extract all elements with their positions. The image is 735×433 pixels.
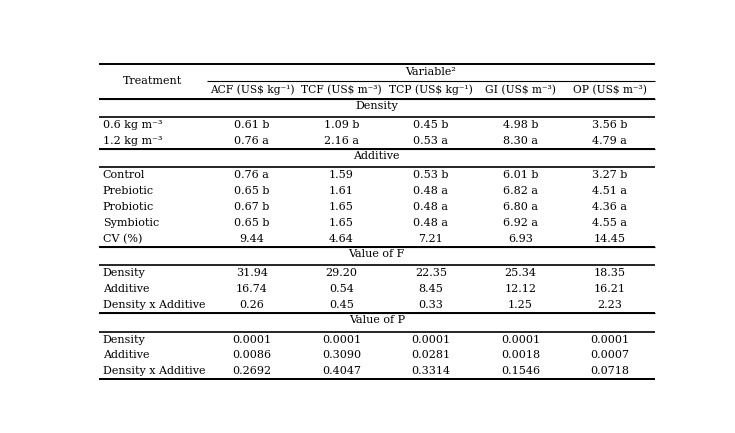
Text: 6.93: 6.93 [508,234,533,244]
Text: GI (US$ m⁻³): GI (US$ m⁻³) [485,85,556,95]
Text: 0.54: 0.54 [329,284,354,294]
Text: 0.33: 0.33 [418,300,443,310]
Text: 16.21: 16.21 [594,284,626,294]
Text: Probiotic: Probiotic [103,202,154,212]
Text: 1.65: 1.65 [329,218,354,228]
Text: 2.23: 2.23 [598,300,623,310]
Text: 0.4047: 0.4047 [322,366,361,376]
Text: 0.0718: 0.0718 [590,366,629,376]
Text: 0.6 kg m⁻³: 0.6 kg m⁻³ [103,120,162,130]
Text: 0.0001: 0.0001 [322,335,361,345]
Text: 16.74: 16.74 [236,284,268,294]
Text: 1.65: 1.65 [329,202,354,212]
Text: 0.45: 0.45 [329,300,354,310]
Text: 4.55 a: 4.55 a [592,218,628,228]
Text: Value of F: Value of F [348,249,405,259]
Text: Density: Density [103,268,146,278]
Text: 0.48 a: 0.48 a [413,186,448,196]
Text: 0.53 a: 0.53 a [413,136,448,146]
Text: Symbiotic: Symbiotic [103,218,159,228]
Text: Prebiotic: Prebiotic [103,186,154,196]
Text: 9.44: 9.44 [240,234,265,244]
Text: 0.0281: 0.0281 [412,350,451,360]
Text: TCF (US$ m⁻³): TCF (US$ m⁻³) [301,85,381,95]
Text: 0.65 b: 0.65 b [234,218,270,228]
Text: TCP (US$ kg⁻¹): TCP (US$ kg⁻¹) [389,85,473,95]
Text: Additive: Additive [354,151,400,161]
Text: Density: Density [355,101,398,111]
Text: 0.0001: 0.0001 [590,335,629,345]
Text: 0.0001: 0.0001 [412,335,451,345]
Text: 0.61 b: 0.61 b [234,120,270,130]
Text: 0.2692: 0.2692 [232,366,271,376]
Text: 0.45 b: 0.45 b [413,120,448,130]
Text: 4.98 b: 4.98 b [503,120,538,130]
Text: 6.92 a: 6.92 a [503,218,538,228]
Text: ACF (US$ kg⁻¹): ACF (US$ kg⁻¹) [209,85,294,95]
Text: CV (%): CV (%) [103,234,142,244]
Text: 8.30 a: 8.30 a [503,136,538,146]
Text: 0.3090: 0.3090 [322,350,361,360]
Text: 4.36 a: 4.36 a [592,202,628,212]
Text: 0.76 a: 0.76 a [234,136,269,146]
Text: Density x Additive: Density x Additive [103,366,205,376]
Text: 0.65 b: 0.65 b [234,186,270,196]
Text: 25.34: 25.34 [504,268,537,278]
Text: 18.35: 18.35 [594,268,626,278]
Text: 12.12: 12.12 [504,284,537,294]
Text: Additive: Additive [103,350,149,360]
Text: 0.3314: 0.3314 [412,366,451,376]
Text: 0.0018: 0.0018 [501,350,540,360]
Text: 22.35: 22.35 [415,268,447,278]
Text: 0.0007: 0.0007 [590,350,629,360]
Text: 6.80 a: 6.80 a [503,202,538,212]
Text: Additive: Additive [103,284,149,294]
Text: 0.53 b: 0.53 b [413,170,448,180]
Text: Control: Control [103,170,145,180]
Text: 0.67 b: 0.67 b [234,202,270,212]
Text: 14.45: 14.45 [594,234,626,244]
Text: 4.79 a: 4.79 a [592,136,628,146]
Text: 0.0001: 0.0001 [501,335,540,345]
Text: Treatment: Treatment [123,76,182,86]
Text: 1.09 b: 1.09 b [323,120,359,130]
Text: 6.82 a: 6.82 a [503,186,538,196]
Text: Variable²: Variable² [406,68,456,78]
Text: 1.2 kg m⁻³: 1.2 kg m⁻³ [103,136,162,146]
Text: 0.1546: 0.1546 [501,366,540,376]
Text: 4.51 a: 4.51 a [592,186,628,196]
Text: 0.48 a: 0.48 a [413,202,448,212]
Text: 2.16 a: 2.16 a [324,136,359,146]
Text: OP (US$ m⁻³): OP (US$ m⁻³) [573,85,647,95]
Text: 7.21: 7.21 [418,234,443,244]
Text: Value of P: Value of P [348,315,405,325]
Text: 1.25: 1.25 [508,300,533,310]
Text: 0.76 a: 0.76 a [234,170,269,180]
Text: 1.59: 1.59 [329,170,354,180]
Text: 3.27 b: 3.27 b [592,170,628,180]
Text: 0.0086: 0.0086 [232,350,271,360]
Text: 4.64: 4.64 [329,234,354,244]
Text: 1.61: 1.61 [329,186,354,196]
Text: 3.56 b: 3.56 b [592,120,628,130]
Text: 0.0001: 0.0001 [232,335,271,345]
Text: 0.48 a: 0.48 a [413,218,448,228]
Text: Density x Additive: Density x Additive [103,300,205,310]
Text: Density: Density [103,335,146,345]
Text: 31.94: 31.94 [236,268,268,278]
Text: 6.01 b: 6.01 b [503,170,538,180]
Text: 0.26: 0.26 [240,300,265,310]
Text: 29.20: 29.20 [326,268,357,278]
Text: 8.45: 8.45 [418,284,443,294]
